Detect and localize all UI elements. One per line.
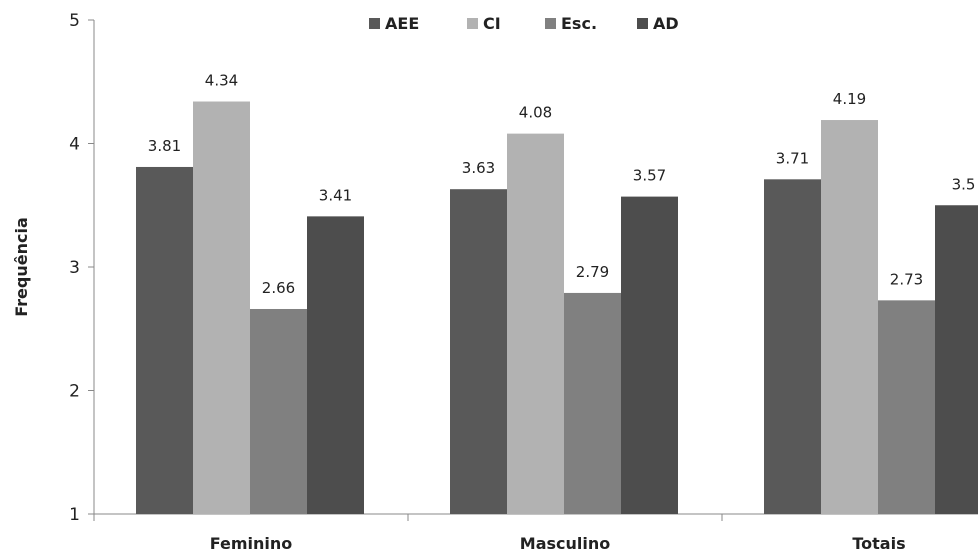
legend-swatch [467, 18, 478, 29]
data-label: 4.08 [519, 104, 552, 122]
bar [193, 101, 250, 514]
bars [136, 101, 978, 515]
category-label: Totais [852, 534, 905, 553]
y-tick-label: 2 [69, 382, 80, 402]
bar [507, 133, 564, 514]
y-tick-label: 1 [69, 505, 80, 525]
data-label: 3.81 [148, 137, 181, 155]
data-labels: 3.81 4.34 2.66 3.41 3.63 4.08 2.79 3.57 3.71 4.19… [148, 72, 976, 297]
legend-label: CI [483, 14, 501, 33]
legend-label: Esc. [561, 14, 597, 33]
legend-label: AD [653, 14, 679, 33]
bar [250, 308, 307, 514]
legend-item: AEE [369, 14, 419, 33]
category-label: Feminino [210, 534, 293, 553]
data-label: 4.34 [205, 72, 238, 90]
legend-item: CI [467, 14, 501, 33]
data-label: 2.73 [890, 270, 923, 288]
data-label: 2.66 [262, 279, 295, 297]
category-label: Masculino [520, 534, 610, 553]
legend: AEE CI Esc. AD [369, 14, 679, 33]
bar [878, 300, 935, 514]
bar [621, 196, 678, 515]
data-label: 3.5 [952, 175, 976, 193]
legend-swatch [545, 18, 556, 29]
data-label: 3.63 [462, 159, 495, 177]
y-tick-label: 4 [69, 135, 80, 155]
data-label: 4.19 [833, 90, 866, 108]
data-label: 3.41 [319, 186, 352, 204]
bar [136, 166, 193, 514]
legend-swatch [369, 18, 380, 29]
data-label: 2.79 [576, 263, 609, 281]
bar [307, 216, 364, 515]
data-label: 3.71 [776, 149, 809, 167]
legend-item: AD [637, 14, 679, 33]
data-label: 3.57 [633, 167, 666, 185]
bar [821, 120, 878, 514]
bar [450, 189, 507, 514]
y-tick-label: 3 [69, 258, 80, 278]
y-axis-label: Frequência [12, 217, 31, 317]
bar [935, 205, 978, 514]
y-tick-label: 5 [69, 11, 80, 31]
legend-item: Esc. [545, 14, 597, 33]
legend-swatch [637, 18, 648, 29]
bar [764, 179, 821, 514]
bar [564, 292, 621, 514]
legend-label: AEE [385, 14, 419, 33]
